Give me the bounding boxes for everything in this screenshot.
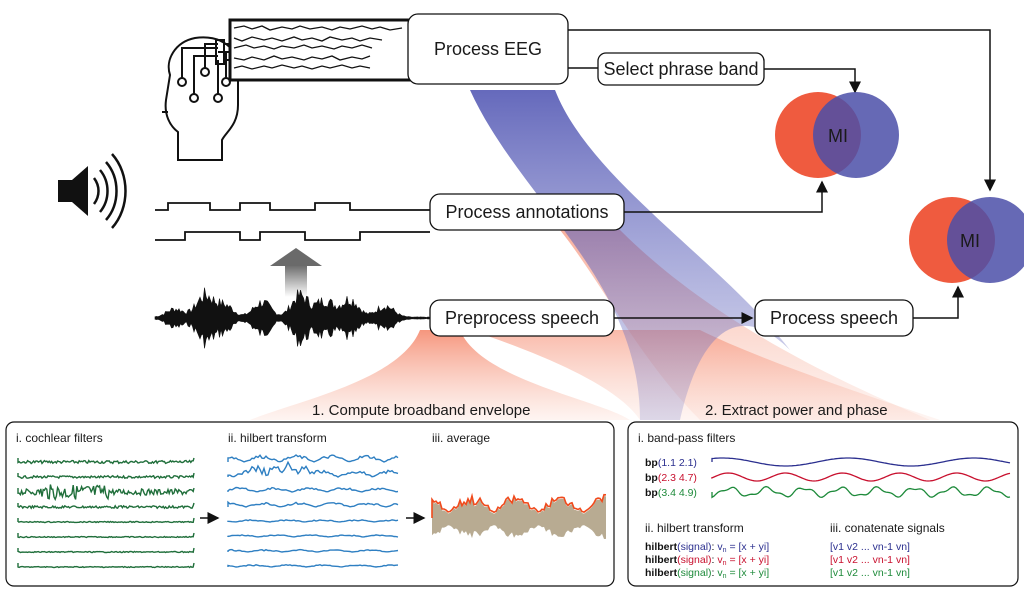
hilbert-trace bbox=[227, 486, 399, 493]
band-pass-waves bbox=[711, 457, 1011, 499]
speaker-icon bbox=[58, 153, 127, 229]
bp-func: bp bbox=[645, 487, 658, 499]
cochlear-trace bbox=[17, 562, 195, 569]
bp-args: (2.3 4.7) bbox=[658, 472, 697, 484]
mi-right-label: MI bbox=[960, 231, 980, 251]
concat-row: [v1 v2 ... vn-1 vn] bbox=[830, 567, 910, 579]
bp-wave bbox=[711, 457, 1011, 467]
bp-args: (1.1 2.1) bbox=[658, 457, 697, 469]
upward-arrow-icon bbox=[270, 248, 322, 297]
average-title: iii. average bbox=[432, 431, 490, 445]
band-pass-rows: bp(1.1 2.1)bp(2.3 4.7)bp(3.4 4.9) bbox=[645, 457, 697, 499]
hilbert-trace bbox=[227, 534, 399, 538]
select-phase-band-label: Select phrase band bbox=[603, 59, 758, 79]
bp-wave bbox=[711, 485, 1011, 499]
mi-venn-right: MI bbox=[909, 197, 1024, 283]
hilbert-trace bbox=[227, 500, 399, 508]
hilbert-trace bbox=[227, 454, 399, 463]
panel-power-phase: i. band-pass filters bp(1.1 2.1)bp(2.3 4… bbox=[627, 421, 1019, 587]
process-annotations-label: Process annotations bbox=[445, 202, 608, 222]
concat-rows: [v1 v2 ... vn-1 vn][v1 v2 ... vn-1 vn][v… bbox=[830, 541, 910, 579]
average-envelope bbox=[431, 492, 607, 539]
process-speech-label: Process speech bbox=[770, 308, 898, 328]
hilbert-transform-title-2: ii. hilbert transform bbox=[645, 521, 744, 535]
band-pass-title: i. band-pass filters bbox=[638, 431, 735, 445]
cochlear-trace bbox=[17, 532, 195, 539]
bp-wave bbox=[711, 472, 1011, 482]
hilbert-trace bbox=[227, 460, 399, 478]
mi-top-label: MI bbox=[828, 126, 848, 146]
concat-row: [v1 v2 ... vn-1 vn] bbox=[830, 541, 910, 553]
cochlear-trace bbox=[17, 457, 195, 465]
cochlear-filter-traces bbox=[17, 457, 195, 569]
panel-broadband-envelope: i. cochlear filters ii. hilbert transfor… bbox=[5, 421, 615, 587]
select-phase-band-box: Select phrase band bbox=[597, 52, 765, 86]
process-eeg-label: Process EEG bbox=[434, 39, 542, 59]
cochlear-filters-title: i. cochlear filters bbox=[16, 431, 103, 445]
average-fill bbox=[432, 496, 606, 539]
hilbert-traces bbox=[227, 454, 399, 568]
bp-row: bp(3.4 4.9) bbox=[645, 487, 697, 499]
hilbert-row: hilbert(signal): vn = [x + yi] bbox=[645, 567, 769, 580]
concat-row: [v1 v2 ... vn-1 vn] bbox=[830, 554, 910, 566]
annotation-tracks bbox=[155, 202, 430, 241]
speech-ribbon-right bbox=[470, 330, 940, 420]
hilbert-trace bbox=[227, 548, 399, 553]
eeg-recording bbox=[228, 18, 412, 82]
preprocess-speech-label: Preprocess speech bbox=[445, 308, 599, 328]
eeg-ribbon bbox=[470, 90, 790, 420]
bp-func: bp bbox=[645, 472, 658, 484]
eeg-cap-head-icon bbox=[162, 36, 240, 161]
bp-args: (3.4 4.9) bbox=[658, 487, 697, 499]
bp-row: bp(2.3 4.7) bbox=[645, 472, 697, 484]
concatenate-title: iii. conatenate signals bbox=[830, 521, 945, 535]
mi-venn-top: MI bbox=[775, 92, 899, 178]
hilbert-trace bbox=[227, 563, 399, 568]
cochlear-trace bbox=[17, 517, 195, 524]
hilbert-trace bbox=[227, 518, 399, 523]
hilbert-row: hilbert(signal): vn = [x + yi] bbox=[645, 541, 769, 554]
cochlear-trace bbox=[17, 502, 195, 510]
hilbert-row: hilbert(signal): vn = [x + yi] bbox=[645, 554, 769, 567]
bp-func: bp bbox=[645, 457, 658, 469]
hilbert-rows: hilbert(signal): vn = [x + yi]hilbert(si… bbox=[645, 541, 769, 580]
hilbert-transform-title-1: ii. hilbert transform bbox=[228, 431, 327, 445]
process-annotations-box: Process annotations bbox=[429, 193, 625, 231]
preprocess-speech-box: Preprocess speech bbox=[429, 299, 615, 337]
process-eeg-box: Process EEG bbox=[407, 13, 569, 85]
average-line bbox=[431, 492, 607, 518]
cochlear-trace bbox=[17, 484, 195, 502]
speech-ribbon-left bbox=[250, 330, 630, 420]
section1-title: 1. Compute broadband envelope bbox=[312, 402, 531, 419]
process-speech-box: Process speech bbox=[754, 299, 914, 337]
section2-title: 2. Extract power and phase bbox=[705, 402, 888, 419]
cochlear-trace bbox=[17, 547, 195, 554]
cochlear-trace bbox=[17, 472, 195, 480]
bp-row: bp(1.1 2.1) bbox=[645, 457, 697, 469]
